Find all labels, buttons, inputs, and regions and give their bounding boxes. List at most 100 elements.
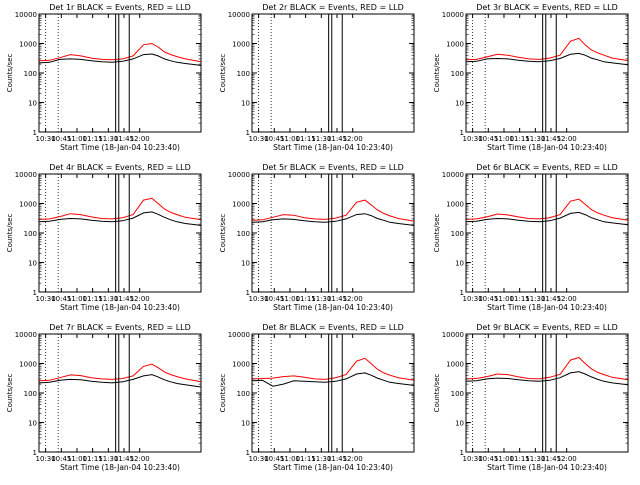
x-axis-label: Start Time (18-Jan-04 10:23:40) (60, 463, 180, 472)
x-tick-label: 11:15 (510, 135, 530, 143)
x-tick-label: 11:45 (541, 455, 561, 463)
x-tick-label: 11:30 (98, 135, 118, 143)
x-tick-label: 11:15 (296, 295, 316, 303)
series-lld (38, 42, 202, 63)
y-tick-label: 10 (241, 420, 250, 428)
y-tick-label: 10000 (15, 11, 37, 19)
x-tick-label: 10:30 (249, 455, 269, 463)
y-tick-label: 1 (33, 289, 37, 297)
x-tick-label: 10:30 (463, 135, 483, 143)
x-tick-label: 11:00 (280, 455, 300, 463)
y-tick-label: 10000 (228, 171, 250, 179)
x-tick-label: 11:15 (83, 135, 103, 143)
y-tick-label: 10000 (442, 331, 464, 339)
panel-title: Det 6r BLACK = Events, RED = LLD (476, 163, 618, 172)
y-tick-label: 10 (241, 260, 250, 268)
y-tick-label: 100 (24, 390, 37, 398)
panel-title: Det 3r BLACK = Events, RED = LLD (476, 3, 618, 12)
x-tick-label: 12:00 (557, 455, 577, 463)
x-axis-label: Start Time (18-Jan-04 10:23:40) (60, 303, 180, 312)
x-tick-label: 12:00 (130, 455, 150, 463)
plot-frame (251, 13, 415, 133)
panel-title: Det 2r BLACK = Events, RED = LLD (262, 3, 404, 12)
x-tick-label: 11:45 (327, 135, 347, 143)
y-tick-label: 1 (246, 129, 250, 137)
y-tick-label: 10 (455, 260, 464, 268)
y-tick-label: 1000 (446, 361, 464, 369)
x-tick-label: 11:30 (311, 455, 331, 463)
x-tick-label: 11:00 (494, 135, 514, 143)
plot-frame (38, 333, 202, 453)
y-tick-label: 100 (237, 70, 250, 78)
x-tick-label: 11:15 (510, 295, 530, 303)
y-tick-label: 100 (24, 70, 37, 78)
y-tick-label: 100 (237, 230, 250, 238)
plot-frame (465, 173, 629, 293)
x-tick-label: 11:15 (296, 455, 316, 463)
x-tick-label: 11:00 (280, 135, 300, 143)
x-tick-label: 11:45 (541, 295, 561, 303)
panel-det-3: Det 3r BLACK = Events, RED = LLD Counts/s… (433, 3, 629, 152)
x-tick-label: 11:30 (525, 295, 545, 303)
y-tick-label: 10 (28, 260, 37, 268)
x-tick-label: 11:45 (327, 455, 347, 463)
x-tick-label: 10:45 (264, 135, 284, 143)
x-tick-label: 10:45 (51, 455, 71, 463)
y-tick-label: 1000 (232, 361, 250, 369)
x-tick-label: 11:45 (114, 135, 134, 143)
series-events (465, 211, 629, 226)
y-tick-label: 100 (451, 230, 464, 238)
panel-title: Det 7r BLACK = Events, RED = LLD (49, 323, 191, 332)
series-events (38, 53, 202, 66)
y-axis-label: Counts/sec (219, 374, 227, 413)
panel-det-4: Det 4r BLACK = Events, RED = LLD Counts/s… (6, 163, 202, 312)
y-tick-label: 10000 (442, 11, 464, 19)
y-tick-label: 1 (33, 449, 37, 457)
x-tick-label: 10:45 (264, 295, 284, 303)
y-tick-label: 100 (24, 230, 37, 238)
x-tick-label: 11:30 (98, 455, 118, 463)
y-tick-label: 1 (33, 129, 37, 137)
x-tick-label: 12:00 (343, 135, 363, 143)
y-axis-label: Counts/sec (219, 54, 227, 93)
x-axis-label: Start Time (18-Jan-04 10:23:40) (273, 463, 393, 472)
x-tick-label: 12:00 (130, 295, 150, 303)
series-lld (38, 197, 202, 221)
x-tick-label: 11:30 (311, 295, 331, 303)
x-tick-label: 10:45 (51, 135, 71, 143)
y-axis-label: Counts/sec (6, 374, 14, 413)
x-tick-label: 11:30 (525, 135, 545, 143)
x-tick-label: 10:30 (36, 295, 56, 303)
x-tick-label: 11:15 (296, 135, 316, 143)
series-events (465, 371, 629, 386)
x-tick-label: 11:00 (494, 455, 514, 463)
x-tick-label: 11:00 (280, 295, 300, 303)
y-tick-label: 100 (451, 70, 464, 78)
x-tick-label: 10:30 (249, 295, 269, 303)
x-tick-label: 12:00 (557, 295, 577, 303)
y-tick-label: 100 (237, 390, 250, 398)
x-tick-label: 11:00 (494, 295, 514, 303)
y-tick-label: 1 (246, 289, 250, 297)
panel-title: Det 4r BLACK = Events, RED = LLD (49, 163, 191, 172)
series-lld (38, 363, 202, 383)
y-tick-label: 1000 (446, 201, 464, 209)
x-tick-label: 10:45 (478, 135, 498, 143)
x-tick-label: 11:30 (311, 135, 331, 143)
x-tick-label: 10:30 (36, 135, 56, 143)
x-tick-label: 12:00 (343, 455, 363, 463)
x-tick-label: 11:15 (83, 295, 103, 303)
x-axis-label: Start Time (18-Jan-04 10:23:40) (273, 303, 393, 312)
series-events (38, 374, 202, 388)
y-axis-label: Counts/sec (433, 214, 441, 253)
series-lld (465, 356, 629, 381)
x-tick-label: 11:45 (541, 135, 561, 143)
x-tick-label: 12:00 (130, 135, 150, 143)
y-tick-label: 10000 (442, 171, 464, 179)
plot-frame (38, 173, 202, 293)
panel-det-1: Det 1r BLACK = Events, RED = LLD Counts/s… (6, 3, 202, 152)
y-tick-label: 1 (246, 449, 250, 457)
x-tick-label: 11:00 (67, 135, 87, 143)
